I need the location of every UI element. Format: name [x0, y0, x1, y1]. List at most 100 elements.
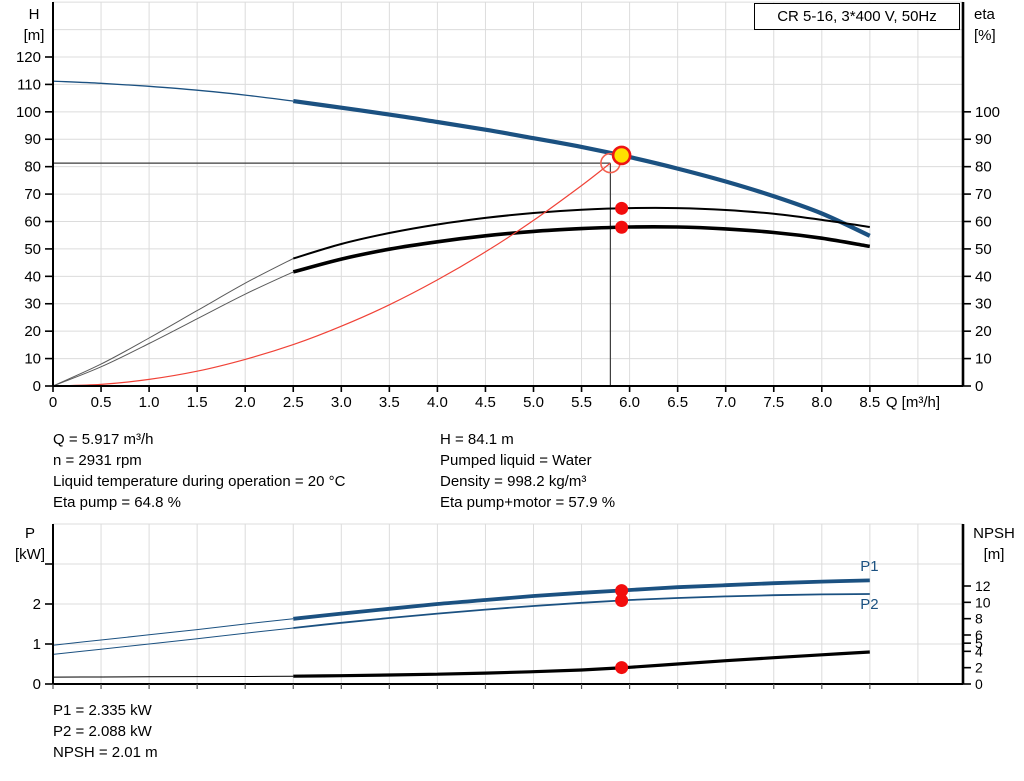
head-curve-lead [52, 80, 294, 102]
svg-text:100: 100 [975, 104, 1000, 121]
svg-text:70: 70 [975, 186, 992, 203]
svg-text:NPSH: NPSH [973, 525, 1015, 542]
svg-text:4.5: 4.5 [475, 394, 496, 411]
duty-info-right: H = 84.1 m Pumped liquid = Water Density… [440, 429, 615, 513]
svg-text:1.0: 1.0 [139, 394, 160, 411]
power-duty-markers [615, 584, 629, 675]
svg-text:4: 4 [975, 643, 983, 659]
svg-text:60: 60 [24, 213, 41, 230]
eta-pump-motor-curve [292, 224, 871, 274]
svg-text:5.0: 5.0 [523, 394, 544, 411]
svg-text:10: 10 [975, 594, 991, 610]
svg-text:[%]: [%] [974, 27, 996, 44]
p1-curve-label: P1 [860, 558, 878, 575]
duty-point-marker [611, 145, 632, 166]
svg-text:2: 2 [33, 596, 41, 613]
p1-curve [293, 578, 870, 621]
eta-pump-curve [293, 206, 870, 260]
svg-text:3.5: 3.5 [379, 394, 400, 411]
power-series-labels: P1 P2 [860, 558, 878, 613]
svg-text:6.0: 6.0 [619, 394, 640, 411]
hq-chart-grid [53, 1, 963, 386]
svg-text:6: 6 [975, 627, 983, 643]
svg-text:P: P [25, 525, 35, 542]
svg-text:0.5: 0.5 [91, 394, 112, 411]
svg-text:40: 40 [975, 268, 992, 285]
head-curve [293, 99, 871, 238]
svg-text:5.5: 5.5 [571, 394, 592, 411]
svg-text:3.0: 3.0 [331, 394, 352, 411]
eta-pump-motor-curve-lead [52, 271, 294, 387]
svg-text:12: 12 [975, 578, 991, 594]
svg-text:4.0: 4.0 [427, 394, 448, 411]
svg-text:60: 60 [975, 213, 992, 230]
eta-pump-text: Eta pump = 64.8 % [53, 494, 181, 511]
svg-text:90: 90 [24, 131, 41, 148]
svg-text:0: 0 [33, 676, 41, 693]
power-duty-marker [615, 593, 629, 607]
liquid-temperature-text: Liquid temperature during operation = 20… [53, 473, 346, 490]
svg-text:40: 40 [24, 268, 41, 285]
svg-text:100: 100 [16, 104, 41, 121]
svg-text:110: 110 [17, 76, 41, 93]
pumped-liquid-text: Pumped liquid = Water [440, 452, 592, 469]
svg-text:0: 0 [33, 378, 41, 395]
duty-crosshair [53, 162, 611, 386]
p1-curve-lead [52, 618, 294, 646]
p2-curve-lead [52, 627, 294, 655]
svg-text:80: 80 [24, 159, 41, 176]
power-chart-grid [53, 523, 963, 684]
svg-text:[m]: [m] [984, 546, 1005, 563]
svg-text:eta: eta [974, 6, 996, 23]
npsh-curve-lead [52, 675, 294, 678]
duty-point-markers [600, 145, 632, 234]
svg-text:50: 50 [975, 241, 992, 258]
hq-chart-axes: 0 10 20 30 40 50 60 70 80 90 100 110 120 0 10 20 30 40 50 6… [16, 2, 1000, 411]
svg-text:[kW]: [kW] [15, 546, 45, 563]
svg-text:0: 0 [975, 676, 983, 692]
power-duty-marker [615, 661, 629, 675]
svg-text:70: 70 [24, 186, 41, 203]
eta-pump-curve-lead [52, 258, 294, 387]
svg-text:10: 10 [24, 351, 41, 368]
svg-text:8.5: 8.5 [859, 394, 880, 411]
head-text: H = 84.1 m [440, 431, 514, 448]
svg-text:8.0: 8.0 [811, 394, 832, 411]
svg-text:1: 1 [33, 636, 41, 653]
svg-text:1.5: 1.5 [187, 394, 208, 411]
svg-text:6.5: 6.5 [667, 394, 688, 411]
pump-type-title: CR 5-16, 3*400 V, 50Hz [754, 3, 960, 30]
svg-text:20: 20 [975, 323, 992, 340]
svg-text:Q [m³/h]: Q [m³/h] [886, 394, 940, 411]
speed-text: n = 2931 rpm [53, 452, 142, 469]
npsh-curve [293, 650, 870, 678]
power-duty-marker [615, 584, 629, 598]
system-curve [52, 162, 611, 387]
svg-text:0: 0 [49, 394, 57, 411]
svg-text:30: 30 [24, 296, 41, 313]
svg-text:[m]: [m] [24, 27, 45, 44]
svg-text:5: 5 [975, 635, 983, 651]
duty-info-left: Q = 5.917 m³/h n = 2931 rpm Liquid tempe… [53, 429, 345, 513]
eta-duty-marker [615, 220, 629, 234]
power-info: P1 = 2.335 kW P2 = 2.088 kW NPSH = 2.01 … [53, 700, 158, 763]
svg-text:90: 90 [975, 131, 992, 148]
svg-text:8: 8 [975, 611, 983, 627]
pump-type-label: CR 5-16, 3*400 V, 50Hz [777, 8, 937, 25]
p1-text: P1 = 2.335 kW [53, 702, 152, 719]
svg-text:120: 120 [16, 49, 41, 66]
svg-text:7.0: 7.0 [715, 394, 736, 411]
density-text: Density = 998.2 kg/m³ [440, 473, 587, 490]
svg-text:20: 20 [24, 323, 41, 340]
eta-pump-motor-text: Eta pump+motor = 57.9 % [440, 494, 616, 511]
svg-text:2.5: 2.5 [283, 394, 304, 411]
svg-text:50: 50 [24, 241, 41, 258]
flow-text: Q = 5.917 m³/h [53, 431, 154, 448]
svg-text:H: H [29, 6, 40, 23]
svg-text:80: 80 [975, 159, 992, 176]
npsh-text: NPSH = 2.01 m [53, 744, 158, 761]
svg-text:2.0: 2.0 [235, 394, 256, 411]
svg-text:7.5: 7.5 [763, 394, 784, 411]
